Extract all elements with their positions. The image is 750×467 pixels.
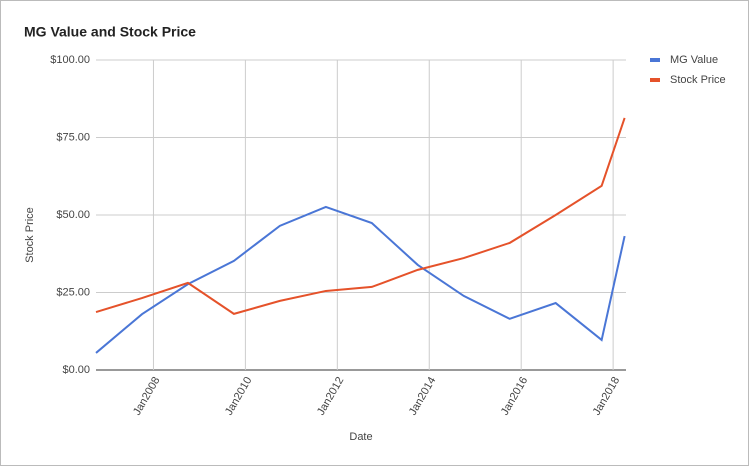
legend-swatch: [650, 78, 660, 82]
chart-title: MG Value and Stock Price: [24, 24, 196, 40]
series-line: [95, 117, 626, 315]
y-tick-label: $75.00: [56, 131, 90, 143]
legend-label: MG Value: [670, 54, 718, 66]
series-line: [95, 205, 626, 354]
x-axis-title: Date: [349, 431, 372, 443]
legend-swatch: [650, 58, 660, 62]
y-tick-label: $25.00: [56, 286, 90, 298]
y-tick-label: $0.00: [62, 364, 90, 376]
y-tick-label: $100.00: [50, 54, 90, 66]
y-axis-title: Stock Price: [24, 207, 36, 263]
legend-label: Stock Price: [670, 74, 726, 86]
y-tick-label: $50.00: [56, 209, 90, 221]
